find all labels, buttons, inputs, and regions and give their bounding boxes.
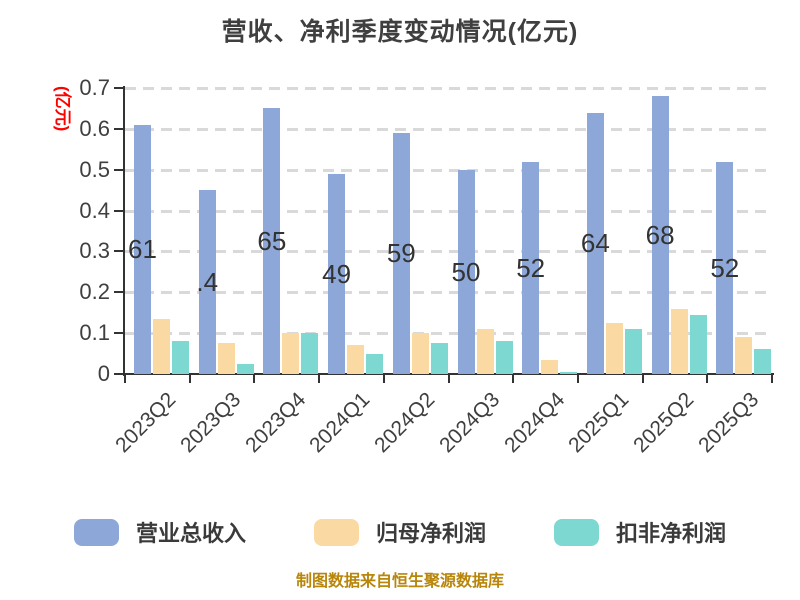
gridline-0.1: [125, 332, 772, 336]
bar-non-gaap-profit-2025Q1: [624, 329, 642, 374]
bar-revenue-2023Q3: [198, 190, 216, 374]
bar-non-gaap-profit-2023Q3: [236, 363, 254, 374]
bar-value-label-2024Q3: 50: [451, 256, 481, 287]
bar-non-gaap-profit-2024Q1: [366, 353, 384, 374]
bar-revenue-2024Q2: [392, 132, 410, 374]
y-tick-label-0.4: 0.4: [79, 197, 110, 223]
legend-item-non-gaap-profit: 扣非净利润: [554, 516, 726, 548]
y-tick-0: [114, 373, 123, 375]
net-profit-swatch: [313, 518, 359, 546]
legend-label-revenue: 营业总收入: [135, 521, 246, 546]
x-tick-5: [447, 375, 450, 383]
y-tick-label-0.3: 0.3: [79, 238, 110, 264]
chart-title: 营收、净利季度变动情况(亿元): [221, 18, 579, 46]
bar-net-profit-2025Q3: [735, 337, 753, 374]
bar-value-label-2025Q3: 52: [710, 252, 740, 283]
x-tick-6: [512, 375, 515, 383]
bar-value-label-2023Q2: 61: [128, 234, 157, 265]
gridline-0.7: [125, 87, 772, 90]
bar-value-label-2024Q2: 59: [386, 238, 416, 269]
y-tick-0.2: [114, 291, 123, 294]
x-tick-8: [641, 375, 644, 383]
bar-net-profit-2024Q1: [347, 345, 365, 374]
bar-non-gaap-profit-2023Q2: [172, 341, 189, 374]
y-tick-label-0: 0: [97, 361, 110, 386]
y-tick-0.3: [114, 250, 123, 253]
bar-value-label-2023Q4: 65: [257, 226, 287, 257]
non-gaap-profit-swatch: [554, 518, 599, 546]
bar-value-label-2023Q3: .4: [196, 267, 219, 298]
data-source-note: 制图数据来自恒生聚源数据库: [295, 573, 504, 590]
gridline-0.2: [125, 291, 772, 295]
gridline-0.6: [125, 127, 772, 131]
bar-net-profit-2024Q3: [476, 329, 494, 374]
bar-revenue-2023Q4: [263, 108, 281, 374]
bar-net-profit-2024Q2: [411, 333, 429, 374]
y-tick-0.7: [114, 87, 123, 89]
y-tick-0.1: [114, 332, 123, 335]
bar-revenue-2023Q2: [134, 124, 151, 374]
bar-revenue-2025Q3: [716, 161, 734, 374]
y-tick-label-0.7: 0.7: [79, 75, 110, 100]
y-tick-0.6: [114, 127, 123, 130]
y-tick-label-0.2: 0.2: [79, 279, 110, 305]
y-tick-label-0.6: 0.6: [79, 115, 110, 141]
y-axis-line: [123, 86, 125, 376]
bar-revenue-2024Q1: [328, 173, 346, 374]
x-tick-4: [382, 375, 385, 383]
bar-non-gaap-profit-2024Q3: [495, 341, 513, 374]
revenue-swatch: [73, 518, 119, 546]
x-axis-line: [123, 373, 774, 375]
bar-value-label-2025Q2: 68: [645, 220, 675, 251]
legend-item-revenue: 营业总收入: [73, 516, 246, 548]
bar-non-gaap-profit-2025Q3: [754, 349, 772, 374]
bar-net-profit-2023Q3: [217, 343, 235, 374]
bar-non-gaap-profit-2024Q4: [560, 371, 578, 374]
bar-net-profit-2023Q4: [282, 333, 300, 374]
bar-revenue-2024Q3: [457, 169, 475, 374]
x-tick-3: [318, 375, 321, 383]
x-tick-9: [706, 375, 709, 383]
x-tick-1: [188, 375, 191, 383]
y-tick-0.5: [114, 168, 123, 171]
bar-non-gaap-profit-2025Q2: [689, 314, 707, 374]
legend-label-net-profit: 归母净利润: [375, 521, 486, 546]
bar-value-label-2025Q1: 64: [580, 228, 610, 259]
legend-item-net-profit: 归母净利润: [313, 516, 486, 548]
bar-net-profit-2025Q2: [670, 308, 688, 374]
x-tick-0: [124, 375, 126, 383]
bar-non-gaap-profit-2023Q4: [301, 333, 319, 374]
bar-non-gaap-profit-2024Q2: [430, 343, 448, 374]
x-tick-2: [253, 375, 256, 383]
bar-net-profit-2025Q1: [605, 322, 623, 374]
x-tick-10: [771, 375, 773, 383]
bar-revenue-2025Q1: [586, 112, 604, 374]
bar-net-profit-2024Q4: [541, 359, 559, 374]
legend: 营业总收入 归母净利润 扣非净利润: [0, 516, 800, 548]
bar-revenue-2025Q2: [651, 96, 669, 374]
gridline-0.5: [125, 168, 772, 172]
x-tick-7: [576, 375, 579, 383]
gridline-0.3: [125, 250, 772, 254]
bar-net-profit-2023Q2: [153, 318, 170, 374]
y-tick-label-0.5: 0.5: [79, 156, 110, 182]
bar-value-label-2024Q4: 52: [516, 252, 546, 283]
bar-revenue-2024Q4: [522, 161, 540, 374]
y-tick-0.4: [114, 209, 123, 212]
y-tick-label-0.1: 0.1: [79, 320, 110, 346]
gridline-0.4: [125, 209, 772, 213]
bar-value-label-2024Q1: 49: [322, 258, 352, 289]
legend-label-non-gaap-profit: 扣非净利润: [616, 521, 727, 546]
